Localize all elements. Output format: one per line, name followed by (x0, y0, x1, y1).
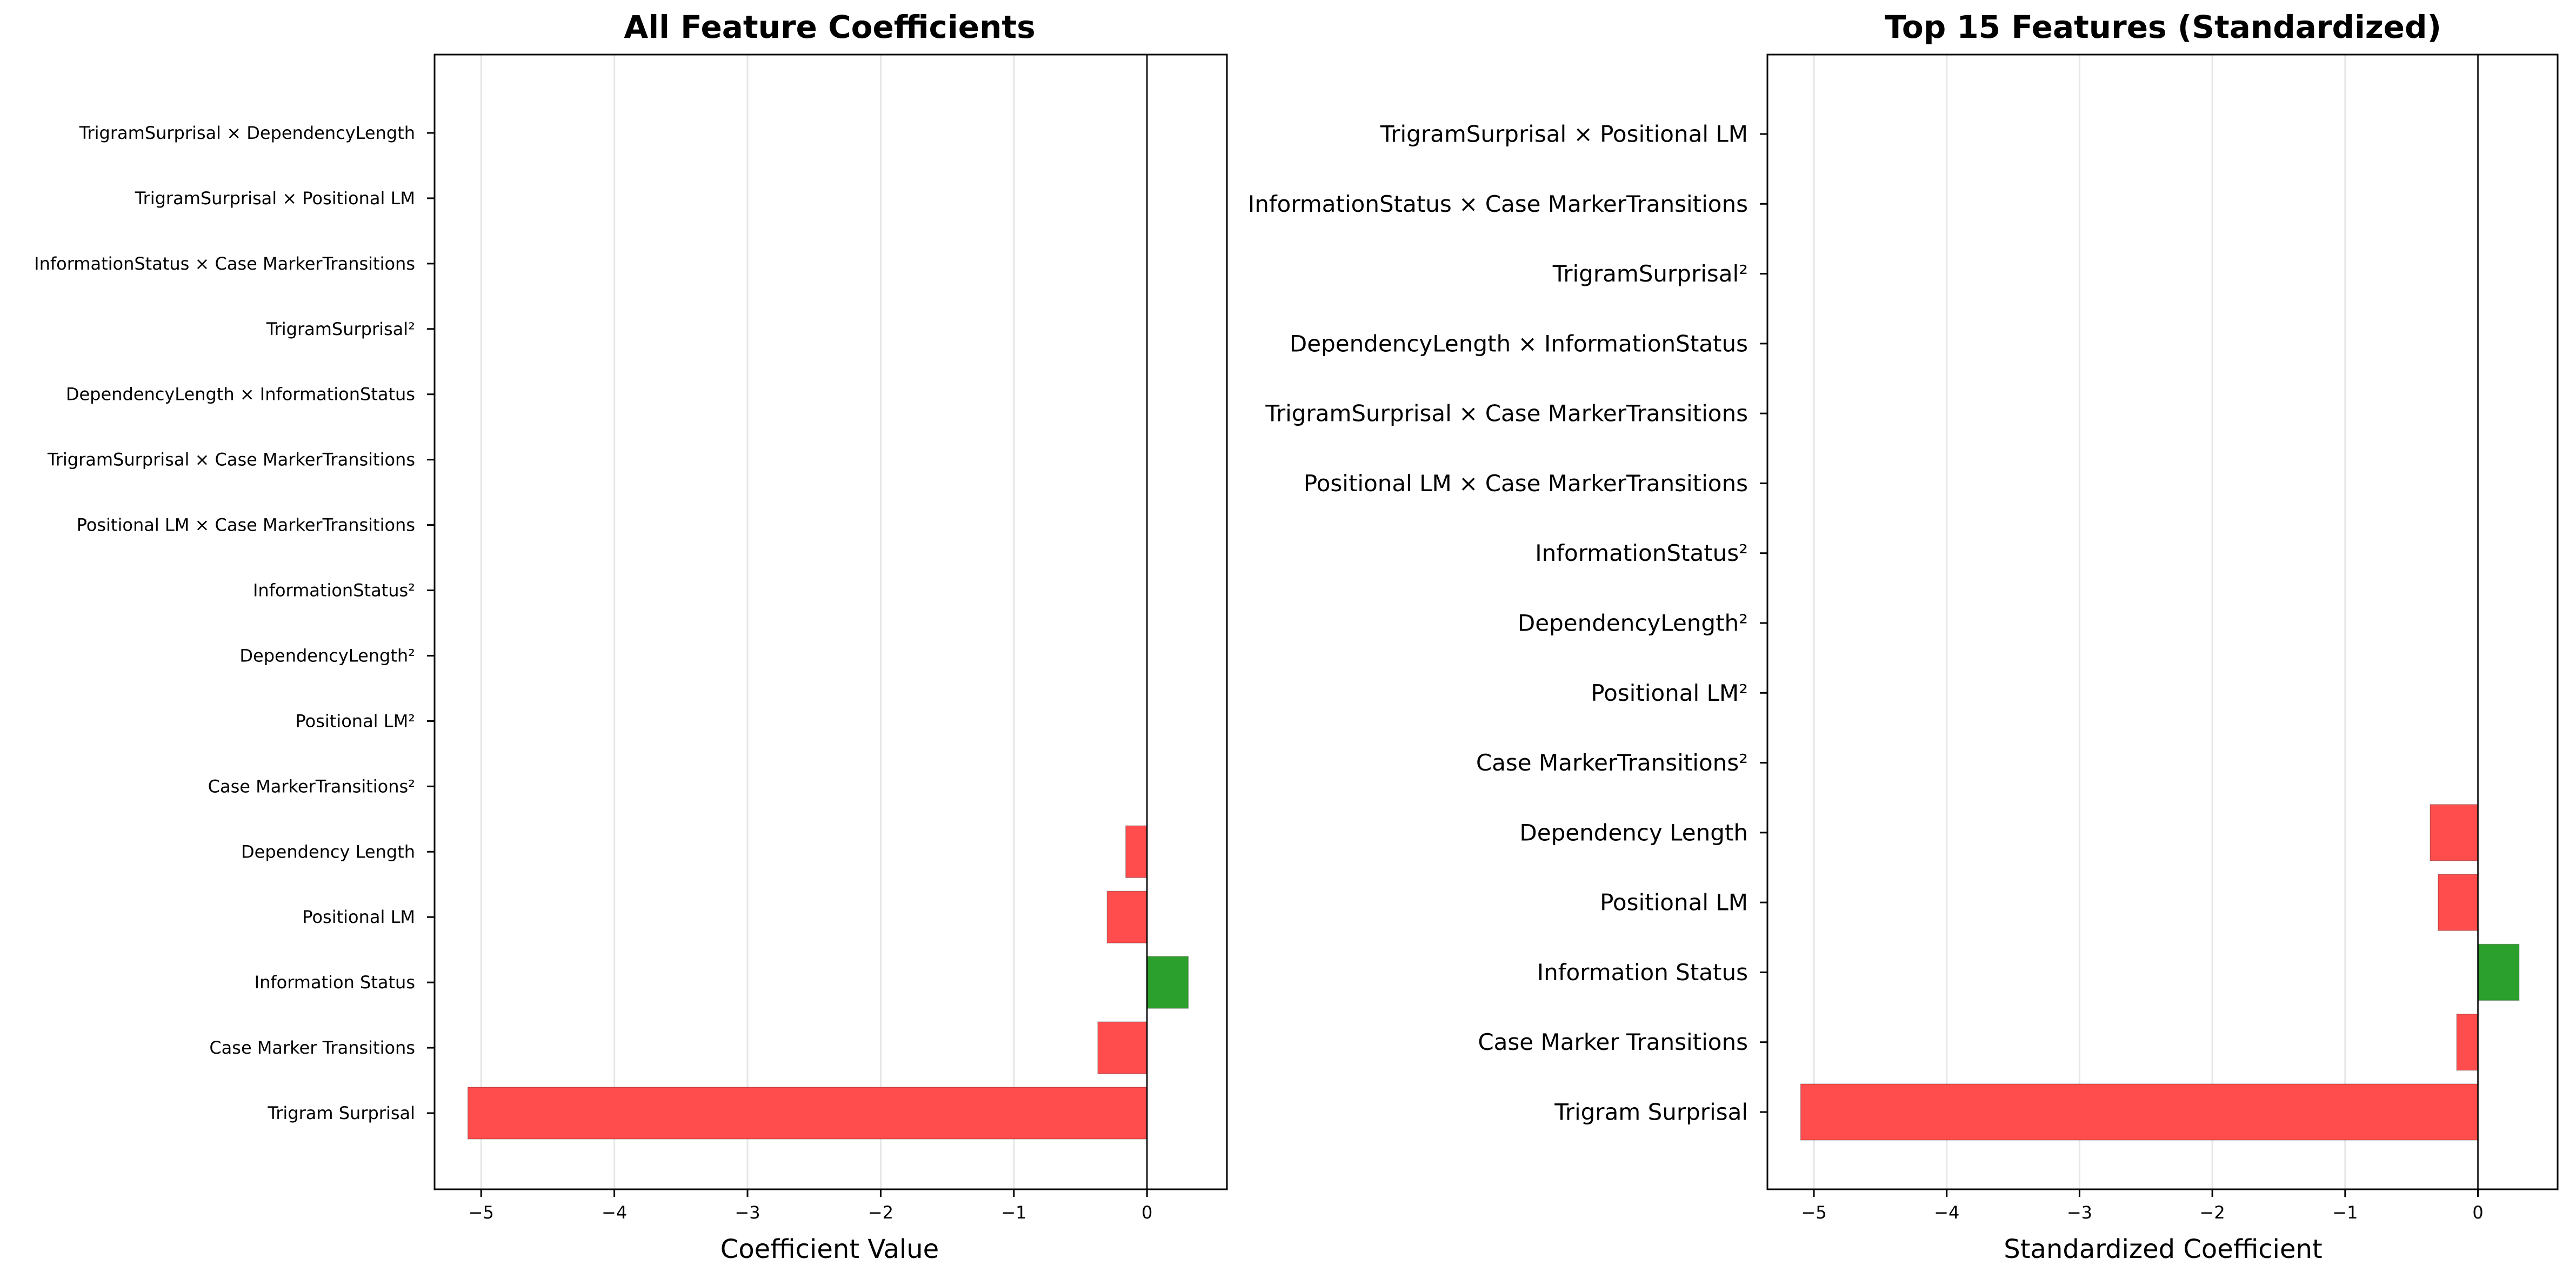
left-chart-y-tick-label: Case Marker Transitions (209, 1037, 415, 1058)
right-chart-y-tick-label: Positional LM × Case MarkerTransitions (1304, 470, 1748, 497)
right-chart-bar-4 (2438, 874, 2479, 931)
right-chart-y-tick-label: Information Status (1537, 959, 1748, 986)
left-chart-y-tick-label: Positional LM² (295, 711, 415, 731)
left-chart-y-tick-label: DependencyLength² (239, 645, 415, 666)
right-chart-bar-5 (2430, 804, 2479, 861)
left-chart-title: All Feature Coefficients (624, 9, 1035, 45)
right-chart-panel: Top 15 Features (Standardized) Trigram S… (1248, 9, 2559, 1264)
left-chart-x-tick-label: −4 (602, 1202, 627, 1223)
right-chart-y-tick-label: DependencyLength × InformationStatus (1290, 330, 1748, 357)
left-chart-bar-1 (467, 1087, 1147, 1140)
right-chart-bars (1800, 804, 2520, 1141)
left-chart-x-axis-label: Coefficient Value (720, 1234, 939, 1264)
right-chart-y-tick-label: Positional LM² (1591, 680, 1748, 706)
left-chart-y-tick-label: InformationStatus × Case MarkerTransitio… (34, 253, 415, 274)
left-chart-x-tick-label: −2 (868, 1202, 893, 1223)
left-chart-y-tick-label: DependencyLength × InformationStatus (66, 384, 415, 405)
right-chart-x-axis-label: Standardized Coefficient (2004, 1234, 2322, 1264)
left-chart-y-tick-label: Positional LM × Case MarkerTransitions (77, 515, 415, 535)
right-chart-x-tick-label: −3 (2067, 1202, 2092, 1223)
right-chart-bar-3 (2477, 943, 2520, 1001)
left-chart-frame (433, 53, 1228, 1190)
right-chart-y-tick-label: TrigramSurprisal × Case MarkerTransition… (1265, 400, 1748, 427)
right-chart-x-tick-label: 0 (2472, 1202, 2483, 1223)
left-chart-y-tick-label: Information Status (255, 972, 415, 993)
left-chart-x-tick-label: −5 (469, 1202, 494, 1223)
right-chart-y-tick-label: DependencyLength² (1518, 610, 1748, 637)
left-chart-y-ticks: Trigram Surprisal Case Marker Transitions… (34, 123, 435, 1123)
right-chart-y-tick-label: Dependency Length (1519, 819, 1748, 846)
left-chart-y-tick-label: TrigramSurprisal × Case MarkerTransition… (47, 450, 415, 470)
left-chart-y-tick-label: TrigramSurprisal² (266, 319, 415, 339)
right-chart-x-tick-label: −2 (2200, 1202, 2225, 1223)
left-chart-x-tick-label: −1 (1001, 1202, 1026, 1223)
right-chart-y-tick-label: InformationStatus² (1535, 540, 1748, 566)
left-chart-x-ticks: −5 −4 −3 −2 −1 0 (469, 1189, 1152, 1223)
right-chart-bar-2 (2456, 1013, 2479, 1071)
left-chart-y-tick-label: TrigramSurprisal × Positional LM (135, 188, 415, 209)
right-chart-title: Top 15 Features (Standardized) (1885, 9, 2441, 45)
left-chart-y-tick-label: InformationStatus² (253, 580, 415, 601)
right-chart-x-ticks: −5 −4 −3 −2 −1 0 (1801, 1189, 2484, 1223)
left-chart-x-tick-label: 0 (1142, 1202, 1152, 1223)
right-chart-y-tick-label: Positional LM (1600, 889, 1748, 916)
right-chart-y-tick-label: Trigram Surprisal (1554, 1099, 1748, 1126)
left-chart-bar-4 (1106, 890, 1147, 943)
right-chart-x-tick-label: −5 (1801, 1202, 1826, 1223)
right-chart-y-tick-label: Case MarkerTransitions² (1476, 749, 1748, 776)
left-chart-panel: All Feature Coefficients Trigram Surpris… (34, 9, 1228, 1264)
left-chart-bar-3 (1146, 956, 1189, 1009)
left-chart-x-tick-label: −3 (735, 1202, 760, 1223)
left-chart-y-tick-label: Positional LM (302, 907, 415, 927)
left-chart-y-tick-label: Trigram Surprisal (267, 1103, 415, 1123)
left-chart-y-tick-label: TrigramSurprisal × DependencyLength (79, 123, 415, 143)
right-chart-y-tick-label: TrigramSurprisal × Positional LM (1380, 121, 1748, 148)
right-chart-y-tick-label: TrigramSurprisal² (1552, 260, 1748, 287)
left-chart-bar-2 (1097, 1021, 1147, 1074)
left-chart-y-tick-label: Dependency Length (241, 841, 415, 862)
right-chart-x-tick-label: −1 (2332, 1202, 2358, 1223)
left-chart-y-tick-label: Case MarkerTransitions² (208, 776, 415, 796)
left-chart-bar-5 (1125, 825, 1147, 879)
right-chart-y-tick-label: InformationStatus × Case MarkerTransitio… (1248, 191, 1748, 217)
right-chart-y-ticks: Trigram Surprisal Case Marker Transitions… (1248, 121, 1767, 1126)
right-chart-y-tick-label: Case Marker Transitions (1478, 1029, 1748, 1055)
right-chart-x-tick-label: −4 (1934, 1202, 1959, 1223)
right-chart-frame (1766, 53, 2559, 1190)
left-chart-bars (467, 825, 1189, 1140)
right-chart-bar-1 (1800, 1083, 2479, 1141)
